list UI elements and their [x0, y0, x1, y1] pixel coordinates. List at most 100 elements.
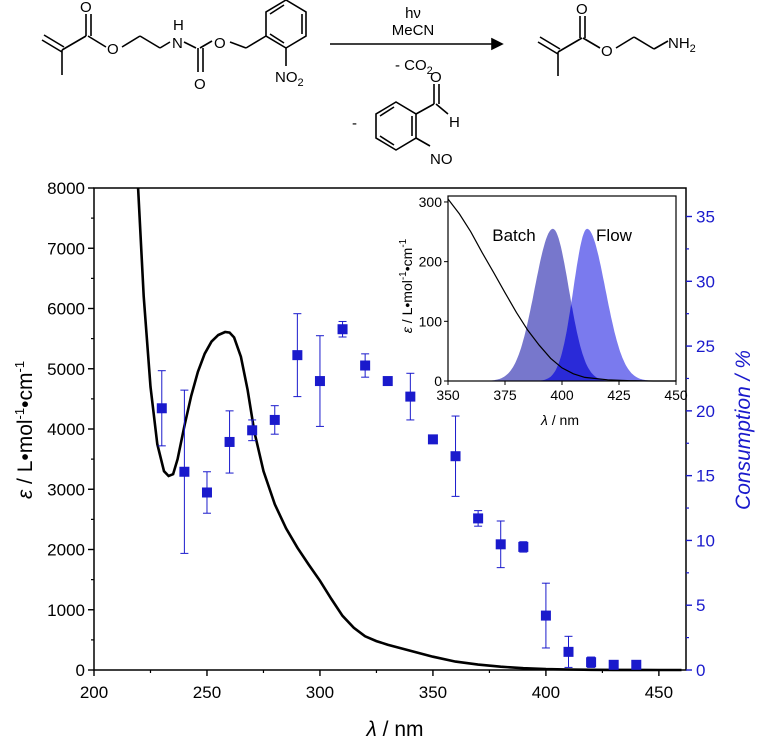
y-left-tick-label: 7000: [47, 239, 85, 258]
inset-x-axis-ticks: 350 375 400 425 450: [436, 381, 688, 403]
y-left-tick-label: 8000: [47, 179, 85, 198]
data-point: [608, 659, 619, 670]
point-marker: [224, 436, 235, 447]
product-ester-o: O: [601, 43, 613, 60]
point-marker: [563, 646, 574, 657]
overlap-area: [448, 303, 676, 381]
y-right-tick-label: 15: [696, 467, 715, 486]
carbamate-o-label: O: [194, 76, 206, 93]
inset-x-tick-label: 375: [493, 387, 517, 403]
x-tick-label: 300: [306, 683, 334, 702]
y-left-tick-label: 2000: [47, 541, 85, 560]
data-point: [631, 659, 642, 670]
y-left-tick-label: 6000: [47, 300, 85, 319]
inset-x-tick-label: 450: [664, 387, 688, 403]
y-right-tick-label: 30: [696, 272, 715, 291]
x-tick-label: 200: [80, 683, 108, 702]
point-marker: [314, 376, 325, 387]
reaction-arrow: [330, 37, 504, 51]
x-axis-ticks: 200 250 300 350 400 450: [80, 670, 673, 702]
main-chart: 200 250 300 350 400 450 010002000300040005000…: [12, 179, 755, 741]
x-tick-label: 250: [193, 683, 221, 702]
y-right-tick-label: 20: [696, 402, 715, 421]
point-marker: [518, 541, 529, 552]
point-marker: [495, 539, 506, 550]
nitroso-label: NO: [430, 151, 453, 168]
point-marker: [586, 657, 597, 668]
inset-y-axis-ticks: 0 100 200 300: [419, 194, 448, 389]
product-molecule: [537, 16, 669, 76]
y-axis-right-ticks: 0 5 10 15 20 25 30 35: [686, 208, 715, 680]
ester-o-label: O: [107, 41, 119, 58]
legend-batch-label: Batch: [492, 226, 535, 245]
y-left-tick-label: 4000: [47, 420, 85, 439]
side-product-molecule: [375, 84, 449, 151]
data-point: [495, 520, 506, 569]
point-marker: [337, 324, 348, 335]
side-product-minus: -: [352, 115, 357, 132]
reactant-molecule: [41, 0, 307, 75]
y-left-tick-label: 1000: [47, 601, 85, 620]
inset-y-tick-label: 0: [434, 373, 442, 389]
y-left-tick-label: 3000: [47, 480, 85, 499]
x-tick-label: 400: [532, 683, 560, 702]
point-marker: [427, 434, 438, 445]
y-right-tick-label: 5: [696, 596, 705, 615]
data-point: [156, 370, 167, 447]
byproduct-co2: - CO2: [395, 57, 433, 77]
data-point: [405, 372, 416, 421]
data-point: [224, 410, 235, 474]
inset-x-tick-label: 350: [436, 387, 460, 403]
aldehyde-h-label: H: [449, 114, 460, 131]
point-marker: [156, 403, 167, 414]
point-marker: [405, 391, 416, 402]
data-point: [360, 353, 371, 378]
condition-light: hν: [405, 5, 421, 22]
carbonyl-o-label: O: [80, 0, 92, 16]
carbamate-o2-label: O: [214, 35, 226, 52]
data-point: [201, 471, 212, 514]
absorbance-line: [136, 187, 682, 672]
product-amine-label: NH2: [668, 35, 696, 55]
data-point: [427, 434, 438, 445]
y-right-tick-label: 0: [696, 661, 705, 680]
point-marker: [540, 610, 551, 621]
data-point: [518, 541, 529, 553]
point-marker: [382, 376, 393, 387]
point-marker: [473, 513, 484, 524]
data-point: [540, 582, 551, 649]
point-marker: [292, 350, 303, 361]
point-marker: [608, 659, 619, 670]
point-marker: [269, 414, 280, 425]
data-point: [586, 656, 597, 668]
data-point: [292, 313, 303, 398]
data-point: [382, 376, 393, 387]
inset-x-axis-title: λ / nm: [540, 412, 579, 428]
point-marker: [360, 360, 371, 371]
product-carbonyl-o: O: [576, 1, 588, 18]
point-marker: [631, 659, 642, 670]
reaction-scheme: O O H N O O NO2 hν MeCN - CO2: [41, 0, 696, 168]
consumption-points: [156, 313, 642, 670]
inset-y-tick-label: 300: [419, 194, 443, 210]
data-point: [450, 415, 461, 497]
y-right-tick-label: 35: [696, 208, 715, 227]
legend-flow-label: Flow: [596, 226, 633, 245]
nh-h-label: H: [173, 17, 184, 34]
y-axis-left-title: ε / L•mol-1•cm-1: [12, 361, 37, 499]
condition-solvent: MeCN: [392, 22, 435, 39]
y-left-tick-label: 0: [76, 661, 85, 680]
inset-y-tick-label: 200: [419, 254, 443, 270]
inset-x-tick-label: 425: [607, 387, 631, 403]
y-axis-left-ticks: 0 1000 2000 3000 4000 5000 6000 7000 8000: [47, 179, 94, 680]
data-point: [563, 635, 574, 668]
y-right-tick-label: 10: [696, 531, 715, 550]
y-axis-right-title: Consumption / %: [732, 350, 755, 510]
y-left-tick-label: 5000: [47, 360, 85, 379]
data-point: [314, 335, 325, 427]
data-point: [247, 419, 258, 442]
nitro-label: NO2: [275, 69, 304, 89]
inset-chart: 350 375 400 425 450 0 100 200 300 Batch Flow λ …: [398, 194, 688, 428]
aldehyde-o-label: O: [430, 69, 442, 86]
